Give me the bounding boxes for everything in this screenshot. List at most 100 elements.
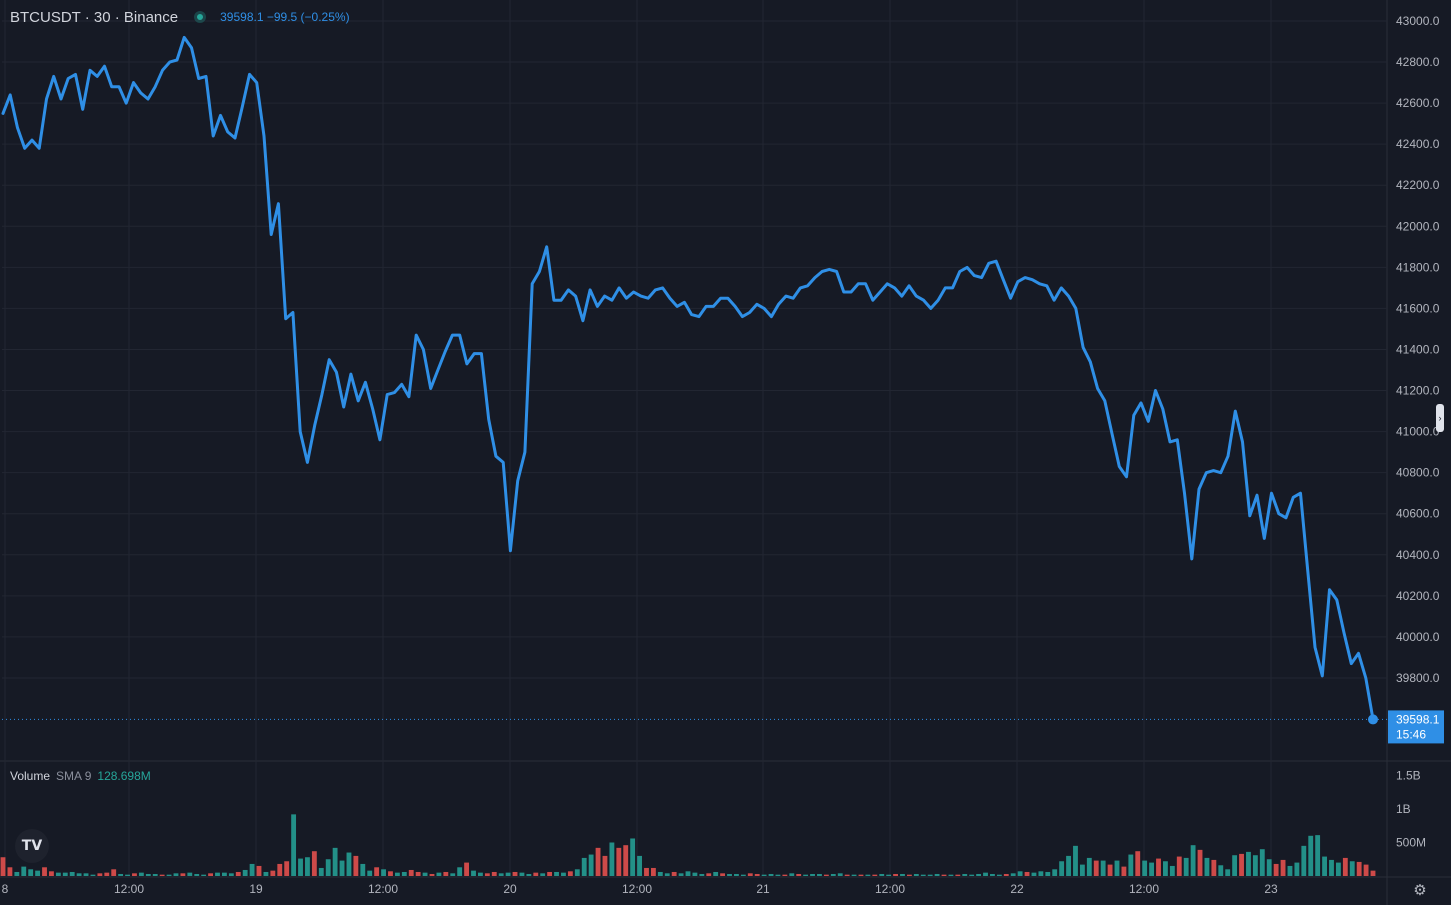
volume-bar <box>1266 859 1272 876</box>
volume-legend[interactable]: Volume SMA 9 128.698M <box>10 769 151 783</box>
volume-bar <box>97 873 103 876</box>
symbol-title[interactable]: BTCUSDT · 30 · Binance <box>10 8 179 26</box>
volume-bar <box>422 872 428 876</box>
volume-bar <box>623 845 629 876</box>
volume-bar <box>374 867 380 876</box>
volume-bar <box>1169 865 1175 876</box>
volume-bar <box>14 871 20 876</box>
volume-bar <box>1294 862 1300 876</box>
volume-bar <box>865 874 871 876</box>
volume-bar <box>650 867 656 876</box>
volume-tick-label: 500M <box>1396 836 1426 850</box>
volume-bar <box>436 872 442 876</box>
volume-bar <box>844 874 850 876</box>
price-tick-label: 42200.0 <box>1396 178 1440 192</box>
last-price-value: 39598.1 <box>1396 712 1440 726</box>
volume-bar <box>817 873 822 876</box>
volume-bar <box>519 872 525 876</box>
volume-bar <box>1038 871 1044 876</box>
volume-bar <box>1003 873 1009 876</box>
volume-bar <box>872 874 878 876</box>
volume-bar <box>346 852 352 876</box>
volume-bar <box>678 873 684 876</box>
volume-bar <box>166 874 172 876</box>
symbol-price-change: 39598.1 −99.5 (−0.25%) <box>220 10 350 24</box>
volume-bar <box>913 873 919 876</box>
last-price-dot <box>1368 714 1378 725</box>
tradingview-logo-icon[interactable]: TV <box>15 829 49 863</box>
volume-bar <box>194 873 200 876</box>
volume-title[interactable]: Volume <box>10 769 51 783</box>
volume-bar <box>1335 862 1341 876</box>
volume-bar <box>353 855 359 876</box>
price-scale-panel <box>1387 0 1451 905</box>
volume-bar <box>692 872 698 876</box>
volume-bar <box>1287 865 1293 876</box>
market-open-status-icon <box>194 11 207 23</box>
price-tick-label: 40200.0 <box>1396 589 1440 603</box>
price-tick-label: 41000.0 <box>1396 425 1440 439</box>
volume-bar <box>609 842 615 876</box>
volume-bar <box>561 872 566 876</box>
volume-bar <box>1121 866 1127 876</box>
volume-bar <box>138 872 144 876</box>
symbol-legend[interactable]: BTCUSDT · 30 · Binance 39598.1 −99.5 (−0… <box>10 6 350 28</box>
volume-bar <box>0 857 6 876</box>
volume-bar <box>111 869 117 876</box>
volume-bar <box>42 867 47 876</box>
volume-bar <box>498 873 504 876</box>
volume-bar <box>1142 860 1148 876</box>
volume-bar <box>1211 859 1217 876</box>
volume-bar <box>256 865 262 876</box>
volume-bar <box>955 874 961 876</box>
volume-bar <box>1280 859 1286 876</box>
volume-bar <box>401 871 407 876</box>
bar-countdown: 15:46 <box>1396 727 1426 741</box>
price-tick-label: 41800.0 <box>1396 260 1440 274</box>
last-price-badge <box>1388 710 1444 744</box>
volume-bar <box>55 872 61 876</box>
volume-bar <box>983 872 988 876</box>
volume-bar <box>948 874 954 876</box>
volume-bar <box>1156 858 1161 876</box>
volume-bar <box>49 871 54 876</box>
volume-bar <box>1329 859 1334 876</box>
volume-bar <box>408 869 414 876</box>
volume-bar <box>1100 860 1106 876</box>
volume-bar <box>713 871 719 876</box>
volume-bar <box>415 871 421 876</box>
volume-bar <box>450 873 456 876</box>
volume-bar <box>567 871 573 876</box>
time-axis: 8 12:00 19 12:00 20 12:00 21 12:00 22 12:00 23 <box>2 882 1278 896</box>
volume-tick-label: 1B <box>1396 802 1411 816</box>
price-axis: 43000.0 42800.0 42600.0 42400.0 42200.0 42000… <box>1396 14 1440 685</box>
settings-gear-icon[interactable]: ⚙ <box>1413 882 1427 899</box>
volume-bar <box>132 873 137 876</box>
scale-collapse-handle-icon[interactable]: › <box>1436 404 1444 432</box>
volume-bar <box>581 857 587 876</box>
time-tick-label: 19 <box>249 882 263 896</box>
volume-bar <box>83 873 89 876</box>
volume-bar <box>1128 854 1134 876</box>
volume-bar <box>235 871 241 876</box>
volume-bar <box>388 871 393 876</box>
volume-bar <box>761 874 767 876</box>
volume-bar <box>381 869 386 876</box>
volume-bar <box>180 873 186 876</box>
volume-bar <box>1163 861 1168 876</box>
volume-bar <box>734 873 739 876</box>
volume-bar <box>1349 861 1355 876</box>
volume-bar <box>969 874 975 876</box>
volume-bar <box>35 870 41 876</box>
volume-bar <box>526 873 532 876</box>
volume-bar <box>1218 865 1224 876</box>
volume-bar <box>7 867 13 876</box>
volume-bar <box>263 871 269 876</box>
volume-bar <box>505 872 511 876</box>
volume-bar <box>657 871 663 876</box>
time-tick-label: 8 <box>2 882 9 896</box>
volume-bar <box>990 873 995 876</box>
volume-bar <box>1259 849 1265 876</box>
